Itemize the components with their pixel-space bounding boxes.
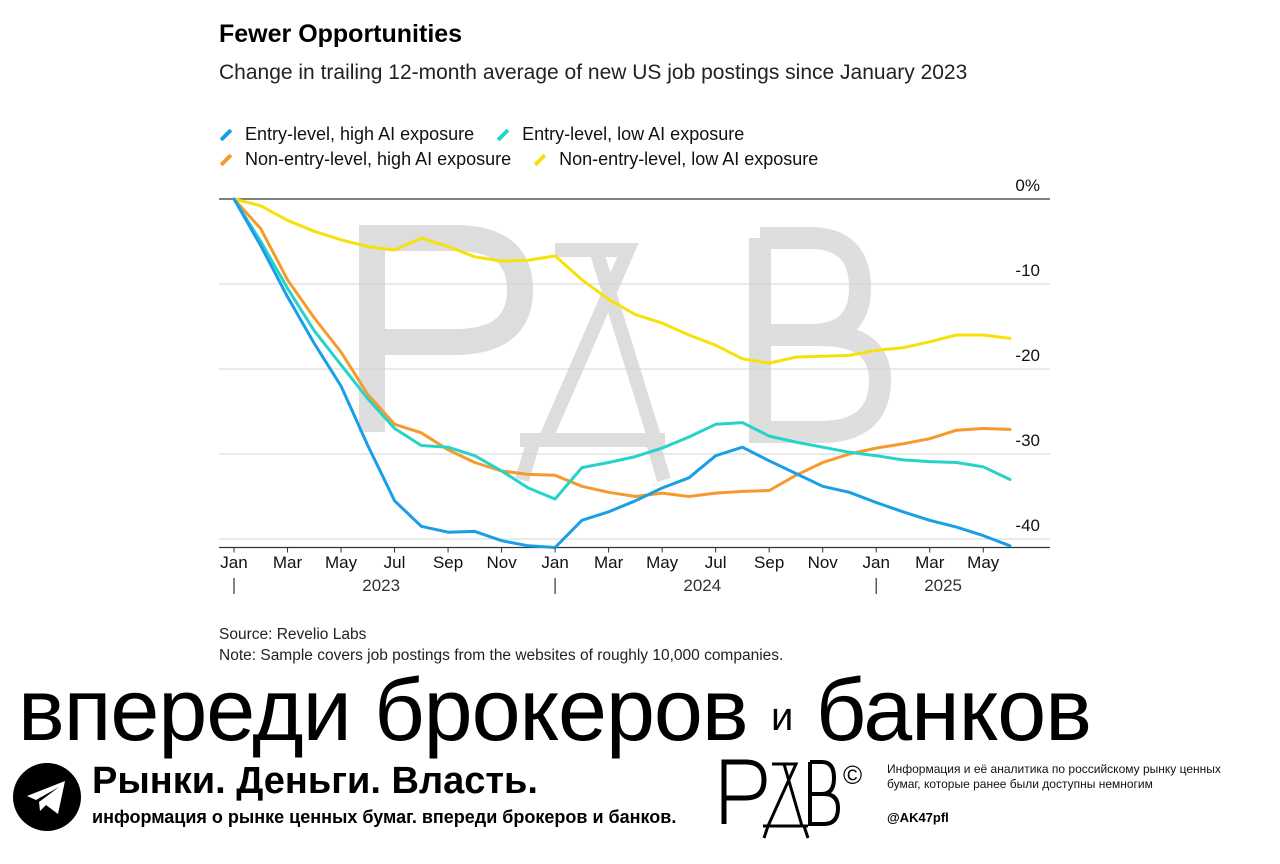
source-text: Source: Revelio Labs <box>219 626 367 643</box>
series-line <box>232 197 1012 501</box>
series-line <box>232 197 1012 365</box>
chart-subtitle: Change in trailing 12-month average of n… <box>219 61 968 84</box>
info-text: Информация и её аналитика по российскому… <box>887 762 1221 791</box>
footer-subtitle: информация о рынке ценных бумаг. впереди… <box>92 807 677 827</box>
y-axis: 0% -10 -20 -30 -40 <box>1015 176 1040 535</box>
chart-legend: Entry-level, high AI exposure Entry-leve… <box>219 122 979 172</box>
x-tick-label: Sep <box>433 553 463 572</box>
legend-label: Entry-level, low AI exposure <box>522 124 745 144</box>
legend-item: Entry-level, high AI exposure <box>219 124 474 145</box>
legend-item: Non-entry-level, low AI exposure <box>533 149 818 170</box>
x-tick-label: Jan <box>220 553 247 572</box>
banner-part2: банков <box>815 660 1092 759</box>
note-text: Note: Sample covers job postings from th… <box>219 647 784 664</box>
series-line <box>232 197 1012 498</box>
y-tick-label: -40 <box>1015 516 1040 535</box>
legend-label: Non-entry-level, low AI exposure <box>559 149 819 169</box>
year-label: 2024 <box>683 576 721 595</box>
x-tick-label: Jan <box>862 553 889 572</box>
x-tick-label: Jan <box>541 553 568 572</box>
x-tick-label: May <box>325 553 358 572</box>
year-label: 2023 <box>362 576 400 595</box>
x-tick-label: Sep <box>754 553 784 572</box>
grid-lines <box>219 198 1050 549</box>
chart-source: Source: Revelio Labs Note: Sample covers… <box>219 624 783 666</box>
series-lines <box>232 197 1012 549</box>
banner-part1: впереди брокеров <box>18 660 749 759</box>
legend-item: Entry-level, low AI exposure <box>496 124 744 145</box>
x-tick-label: May <box>967 553 1000 572</box>
banner-slogan: впереди брокеров и банков <box>18 655 1092 772</box>
legend-item: Non-entry-level, high AI exposure <box>219 149 511 170</box>
x-tick-label: Jul <box>384 553 406 572</box>
y-tick-label: -20 <box>1015 346 1040 365</box>
telegram-icon[interactable] <box>13 763 81 831</box>
x-tick-label: May <box>646 553 679 572</box>
x-tick-label: Jul <box>705 553 727 572</box>
legend-label: Entry-level, high AI exposure <box>245 124 475 144</box>
series-line <box>232 197 1012 549</box>
y-tick-label: 0% <box>1015 176 1040 195</box>
rdb-watermark <box>359 225 892 483</box>
x-tick-label: Mar <box>915 553 945 572</box>
year-label: 2025 <box>924 576 962 595</box>
x-tick-label: Mar <box>594 553 624 572</box>
x-tick-label: Nov <box>486 553 517 572</box>
x-tick-label: Mar <box>273 553 303 572</box>
banner-mid: и <box>771 694 793 739</box>
y-tick-label: -10 <box>1015 261 1040 280</box>
line-chart: 0% -10 -20 -30 -40 Jan Mar May Jul Sep Nov Jan Mar M… <box>219 176 1050 595</box>
y-tick-label: -30 <box>1015 431 1040 450</box>
legend-label: Non-entry-level, high AI exposure <box>245 149 512 169</box>
copyright-symbol: © <box>843 760 863 790</box>
chart-title: Fewer Opportunities <box>219 20 463 48</box>
x-tick-label: Nov <box>808 553 839 572</box>
rdb-logo <box>718 752 843 847</box>
footer-headline: Рынки. Деньги. Власть. <box>92 760 538 802</box>
x-axis: Jan Mar May Jul Sep Nov Jan Mar May Jul Sep Nov Jan M… <box>220 547 1000 595</box>
telegram-handle[interactable]: @AK47pfl <box>887 810 949 825</box>
